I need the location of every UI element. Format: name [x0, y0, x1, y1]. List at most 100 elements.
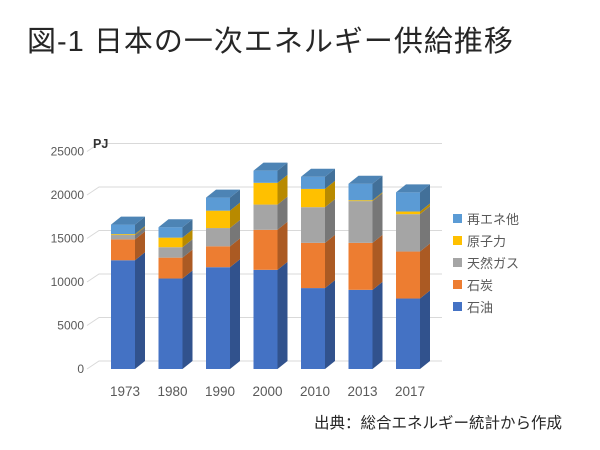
bar-side-1973-再エネ他: [135, 216, 145, 235]
bar-segment-1973-再エネ他: [111, 224, 135, 235]
bar-side-2000-再エネ他: [277, 162, 288, 183]
bar-segment-2010-石油: [301, 288, 325, 369]
x-tick-label-2000: 2000: [252, 384, 282, 399]
bar-segment-1980-原子力: [158, 237, 183, 248]
bar-segment-2017-原子力: [396, 211, 420, 215]
bar-side-1980-石油: [182, 270, 193, 369]
legend-label: 石油: [467, 299, 494, 315]
bar-side-2017-原子力: [420, 203, 430, 215]
bar-side-2010-石油: [325, 280, 335, 369]
bar-side-1973-石油: [135, 252, 145, 369]
bar-side-2000-天然ガス: [277, 196, 288, 230]
bar-segment-2000-天然ガス: [253, 204, 278, 230]
bar-segment-1990-再エネ他: [206, 197, 230, 211]
bar-segment-2013-原子力: [348, 200, 373, 202]
bar-side-1990-再エネ他: [230, 189, 240, 211]
bar-segment-2010-原子力: [301, 188, 325, 208]
legend-item-再エネ他: 再エネ他: [453, 207, 519, 229]
bar-segment-1980-天然ガス: [158, 247, 183, 258]
bar-side-1973-石炭: [135, 231, 145, 261]
bar-segment-2013-天然ガス: [348, 201, 373, 243]
x-tick-label-2013: 2013: [347, 384, 377, 399]
bar-top-2010: [301, 168, 335, 177]
legend-label: 再エネ他: [467, 211, 520, 227]
bar-side-2017-天然ガス: [420, 206, 430, 252]
legend-swatch-icon: [453, 235, 462, 245]
bar-segment-2000-石油: [253, 269, 278, 369]
bar-side-2013-再エネ他: [372, 175, 383, 201]
bar-side-1980-石炭: [182, 249, 193, 279]
chart-title: 図-1 日本の一次エネルギー供給推移: [27, 26, 514, 58]
y-tick-label-20000: 20000: [51, 188, 85, 202]
bar-side-2010-再エネ他: [325, 168, 335, 189]
bar-segment-2017-再エネ他: [396, 192, 420, 212]
bar-side-2013-石炭: [372, 234, 383, 290]
source-note: 出典：総合エネルギー統計から作成: [313, 415, 562, 432]
bar-segment-2000-再エネ他: [253, 170, 278, 183]
legend-label: 天然ガス: [467, 255, 520, 271]
legend-item-天然ガス: 天然ガス: [453, 251, 519, 273]
bar-segment-1973-石炭: [111, 239, 135, 261]
bar-segment-2017-石油: [396, 298, 420, 369]
bar-segment-2013-石炭: [348, 242, 373, 290]
legend-label: 石炭: [467, 277, 494, 293]
bar-segment-1990-天然ガス: [206, 228, 230, 247]
bar-segment-1980-再エネ他: [158, 227, 183, 238]
legend-label: 原子力: [467, 233, 507, 249]
bar-segment-2017-天然ガス: [396, 214, 420, 252]
y-tick-label-5000: 5000: [57, 319, 84, 333]
bar-side-1980-原子力: [182, 229, 193, 248]
bar-side-1990-石油: [230, 259, 240, 369]
legend-swatch-icon: [453, 279, 462, 289]
bar-top-2017: [396, 184, 430, 193]
legend-item-原子力: 原子力: [453, 229, 519, 251]
gridline-25000: [86, 143, 442, 152]
bar-side-2010-天然ガス: [325, 199, 335, 243]
bar-segment-1973-原子力: [111, 234, 135, 236]
bar-segment-2013-石油: [348, 289, 373, 369]
y-tick-label-15000: 15000: [51, 232, 85, 246]
bar-side-1990-原子力: [230, 202, 240, 229]
bar-side-2017-再エネ他: [420, 184, 430, 212]
bar-side-1980-再エネ他: [182, 219, 193, 238]
bar-segment-1980-石炭: [158, 257, 183, 279]
bar-side-1973-天然ガス: [135, 227, 145, 240]
bar-side-2017-石油: [420, 290, 430, 369]
y-axis-unit-label: PJ: [93, 137, 108, 151]
bar-top-1973: [111, 216, 145, 225]
bar-side-1990-天然ガス: [230, 220, 240, 247]
x-tick-label-1973: 1973: [110, 384, 140, 399]
y-tick-label-0: 0: [77, 362, 84, 376]
bar-side-2017-石炭: [420, 243, 430, 299]
bar-top-1990: [206, 189, 240, 198]
bar-top-1980: [158, 219, 193, 228]
legend-item-石炭: 石炭: [453, 273, 519, 295]
bar-segment-1973-天然ガス: [111, 235, 135, 240]
bar-segment-1990-石油: [206, 267, 230, 369]
bar-top-2013: [348, 175, 383, 184]
legend-swatch-icon: [453, 301, 462, 311]
bar-side-2000-原子力: [277, 174, 288, 205]
x-tick-label-1980: 1980: [157, 384, 187, 399]
legend-swatch-icon: [453, 257, 462, 267]
bar-side-1980-天然ガス: [182, 239, 193, 258]
bar-segment-2010-再エネ他: [301, 176, 325, 189]
bar-side-1973-原子力: [135, 226, 145, 236]
x-tick-label-2010: 2010: [300, 384, 330, 399]
bar-side-2010-原子力: [325, 180, 335, 208]
y-tick-label-25000: 25000: [51, 145, 85, 159]
bar-top-2000: [253, 162, 288, 171]
bar-segment-2017-石炭: [396, 251, 420, 299]
bar-side-2013-原子力: [372, 192, 383, 202]
bar-segment-2000-石炭: [253, 229, 278, 270]
bar-segment-1980-石油: [158, 278, 183, 369]
chart-legend: 再エネ他原子力天然ガス石炭石油: [453, 207, 519, 317]
bar-segment-2000-原子力: [253, 182, 278, 205]
bar-side-2013-天然ガス: [372, 193, 383, 243]
legend-item-石油: 石油: [453, 295, 519, 317]
x-tick-label-1990: 1990: [205, 384, 235, 399]
bar-side-2000-石油: [277, 261, 288, 369]
bar-segment-2010-石炭: [301, 242, 325, 289]
